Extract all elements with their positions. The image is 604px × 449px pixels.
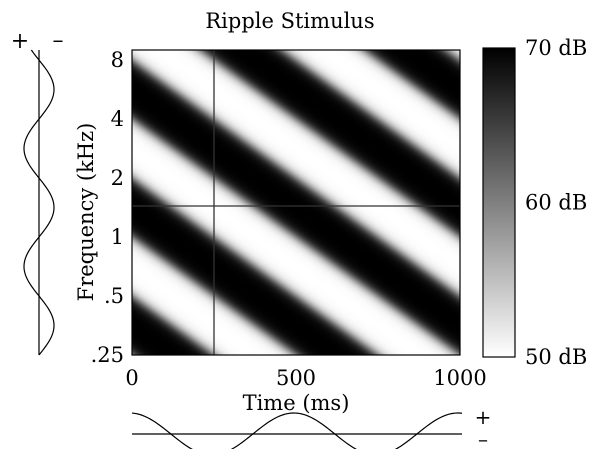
x-axis-ticks: 0 500 1000	[125, 366, 486, 390]
y-tick-label: 8	[111, 48, 124, 72]
x-axis-label: Time (ms)	[243, 391, 350, 415]
time-profile: + –	[131, 405, 492, 449]
x-tick-label: 0	[125, 366, 138, 390]
y-tick-label: 4	[111, 107, 124, 131]
time-profile-curve	[131, 412, 463, 449]
y-tick-label: .5	[104, 284, 124, 308]
colorbar-ticks: 50 dB 60 dB 70 dB	[525, 36, 587, 369]
frequency-profile-plus-sign: +	[11, 29, 29, 54]
crosshair	[132, 50, 460, 355]
frequency-profile-minus-sign: –	[53, 28, 64, 53]
plot-frame	[131, 49, 461, 356]
y-tick-label: .25	[91, 343, 124, 367]
x-tick-label: 1000	[433, 366, 486, 390]
x-tick-label: 500	[276, 366, 316, 390]
y-axis-ticks: .25 .5 1 2 4 8	[91, 48, 124, 367]
time-profile-plus-sign: +	[475, 405, 492, 429]
time-profile-minus-sign: –	[478, 427, 488, 449]
y-axis-label: Frequency (kHz)	[74, 123, 98, 302]
colorbar-tick-label: 50 dB	[525, 345, 587, 369]
ripple-heatmap	[132, 50, 460, 355]
colorbar-tick-label: 60 dB	[525, 191, 587, 215]
colorbar	[482, 47, 516, 358]
frequency-profile: + –	[11, 28, 64, 356]
y-tick-label: 2	[111, 166, 124, 190]
chart-title: Ripple Stimulus	[205, 9, 374, 33]
y-tick-label: 1	[111, 225, 124, 249]
colorbar-gradient	[482, 47, 516, 358]
frequency-profile-curve	[23, 49, 55, 356]
heatmap-image	[132, 50, 460, 355]
colorbar-tick-label: 70 dB	[525, 36, 587, 60]
